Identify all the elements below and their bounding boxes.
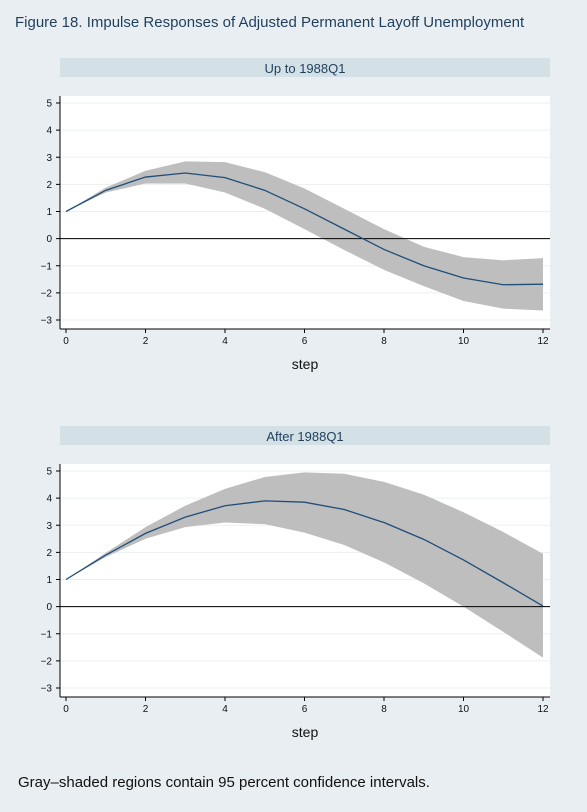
- confidence-band: [66, 472, 543, 658]
- figure-title: Figure 18. Impulse Responses of Adjusted…: [15, 14, 525, 31]
- y-tick-label: 2: [46, 548, 52, 559]
- y-tick-label: 0: [46, 602, 52, 613]
- panel-title: After 1988Q1: [266, 429, 343, 444]
- x-tick-label: 12: [537, 336, 549, 347]
- x-tick-label: 6: [302, 704, 308, 715]
- impulse-response-line: [65, 172, 544, 286]
- x-tick-label: 10: [458, 704, 470, 715]
- y-tick-label: −1: [41, 261, 53, 272]
- y-tick-label: 4: [46, 126, 52, 137]
- title-strip: [60, 58, 550, 77]
- x-tick-label: 4: [222, 704, 228, 715]
- y-tick-label: 3: [46, 153, 52, 164]
- x-tick-label: 0: [63, 704, 69, 715]
- x-tick-label: 8: [381, 704, 387, 715]
- y-tick-label: 2: [46, 180, 52, 191]
- y-tick-label: 5: [46, 467, 52, 478]
- y-tick-label: −3: [41, 316, 53, 327]
- y-tick-label: 1: [46, 207, 52, 218]
- x-tick-label: 4: [222, 336, 228, 347]
- impulse-response-line: [65, 500, 544, 607]
- x-tick-label: 8: [381, 336, 387, 347]
- y-tick-label: 1: [46, 575, 52, 586]
- footnote: Gray–shaded regions contain 95 percent c…: [18, 774, 430, 791]
- y-tick-label: 4: [46, 494, 52, 505]
- y-tick-label: −3: [41, 684, 53, 695]
- x-tick-label: 0: [63, 336, 69, 347]
- x-tick-label: 6: [302, 336, 308, 347]
- y-tick-label: −2: [41, 656, 53, 667]
- y-tick-label: −1: [41, 629, 53, 640]
- x-tick-label: 12: [537, 704, 549, 715]
- title-strip: [60, 426, 550, 445]
- y-tick-label: 3: [46, 521, 52, 532]
- panel-title: Up to 1988Q1: [265, 61, 346, 76]
- x-tick-label: 2: [143, 704, 149, 715]
- confidence-band: [66, 161, 543, 311]
- y-tick-label: 5: [46, 99, 52, 110]
- x-axis-label: step: [292, 356, 319, 372]
- y-tick-label: 0: [46, 234, 52, 245]
- x-axis-label: step: [292, 724, 319, 740]
- y-tick-label: −2: [41, 288, 53, 299]
- x-tick-label: 2: [143, 336, 149, 347]
- x-tick-label: 10: [458, 336, 470, 347]
